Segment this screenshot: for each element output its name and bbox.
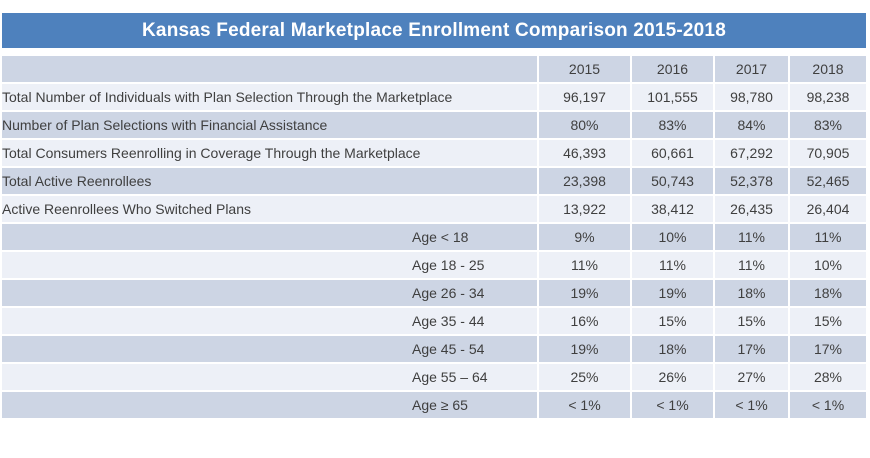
cell-2018: 70,905 [788,140,866,168]
cell-2018: 26,404 [788,196,866,224]
table-row: Total Active Reenrollees 23,398 50,743 5… [2,168,866,196]
cell-2016: 83% [630,112,713,140]
cell-2015: 80% [537,112,630,140]
cell-2016: 38,412 [630,196,713,224]
cell-2017: 98,780 [713,84,788,112]
cell-2016: 60,661 [630,140,713,168]
cell-2017: < 1% [713,392,788,420]
cell-2017: 84% [713,112,788,140]
cell-2018: < 1% [788,392,866,420]
cell-2016: 11% [630,252,713,280]
table-row: Total Consumers Reenrolling in Coverage … [2,140,866,168]
cell-2015: < 1% [537,392,630,420]
year-header-2015: 2015 [537,56,630,84]
table-row: Age 18 - 25 11% 11% 11% 10% [2,252,866,280]
cell-2018: 15% [788,308,866,336]
row-label: Age 45 - 54 [2,336,537,364]
slide-canvas: Kansas Federal Marketplace Enrollment Co… [2,13,866,420]
row-label: Total Active Reenrollees [2,168,537,196]
table-row: Age < 18 9% 10% 11% 11% [2,224,866,252]
cell-2018: 10% [788,252,866,280]
table-row: Age 45 - 54 19% 18% 17% 17% [2,336,866,364]
cell-2018: 28% [788,364,866,392]
cell-2018: 18% [788,280,866,308]
cell-2016: 101,555 [630,84,713,112]
table-row: Age 26 - 34 19% 19% 18% 18% [2,280,866,308]
cell-2016: < 1% [630,392,713,420]
cell-2017: 67,292 [713,140,788,168]
cell-2018: 52,465 [788,168,866,196]
cell-2018: 17% [788,336,866,364]
cell-2015: 25% [537,364,630,392]
cell-2015: 19% [537,336,630,364]
row-label: Age < 18 [2,224,537,252]
cell-2018: 11% [788,224,866,252]
cell-2018: 98,238 [788,84,866,112]
year-header-row: 2015 2016 2017 2018 [2,56,866,84]
cell-2015: 13,922 [537,196,630,224]
cell-2017: 27% [713,364,788,392]
cell-2017: 11% [713,252,788,280]
enrollment-comparison-table: 2015 2016 2017 2018 Total Number of Indi… [2,56,866,420]
cell-2015: 19% [537,280,630,308]
table-row: Age 55 – 64 25% 26% 27% 28% [2,364,866,392]
year-header-2018: 2018 [788,56,866,84]
row-label: Active Reenrollees Who Switched Plans [2,196,537,224]
cell-2017: 52,378 [713,168,788,196]
table-row: Number of Plan Selections with Financial… [2,112,866,140]
table-title: Kansas Federal Marketplace Enrollment Co… [142,19,726,41]
cell-2017: 15% [713,308,788,336]
cell-2017: 26,435 [713,196,788,224]
cell-2016: 18% [630,336,713,364]
cell-2015: 11% [537,252,630,280]
cell-2016: 15% [630,308,713,336]
cell-2016: 26% [630,364,713,392]
corner-header-cell [2,56,537,84]
row-label: Total Number of Individuals with Plan Se… [2,84,537,112]
cell-2015: 46,393 [537,140,630,168]
cell-2016: 10% [630,224,713,252]
table-row: Active Reenrollees Who Switched Plans 13… [2,196,866,224]
row-label: Number of Plan Selections with Financial… [2,112,537,140]
cell-2015: 9% [537,224,630,252]
table-row: Total Number of Individuals with Plan Se… [2,84,866,112]
row-label: Age 55 – 64 [2,364,537,392]
cell-2018: 83% [788,112,866,140]
table-title-bar: Kansas Federal Marketplace Enrollment Co… [2,13,866,48]
row-label: Age ≥ 65 [2,392,537,420]
cell-2015: 23,398 [537,168,630,196]
table-row: Age ≥ 65 < 1% < 1% < 1% < 1% [2,392,866,420]
row-label: Total Consumers Reenrolling in Coverage … [2,140,537,168]
cell-2015: 96,197 [537,84,630,112]
row-label: Age 26 - 34 [2,280,537,308]
year-header-2017: 2017 [713,56,788,84]
cell-2017: 18% [713,280,788,308]
cell-2016: 50,743 [630,168,713,196]
cell-2016: 19% [630,280,713,308]
table-row: Age 35 - 44 16% 15% 15% 15% [2,308,866,336]
table-body: Total Number of Individuals with Plan Se… [2,84,866,420]
cell-2017: 17% [713,336,788,364]
year-header-2016: 2016 [630,56,713,84]
row-label: Age 35 - 44 [2,308,537,336]
row-label: Age 18 - 25 [2,252,537,280]
cell-2017: 11% [713,224,788,252]
cell-2015: 16% [537,308,630,336]
